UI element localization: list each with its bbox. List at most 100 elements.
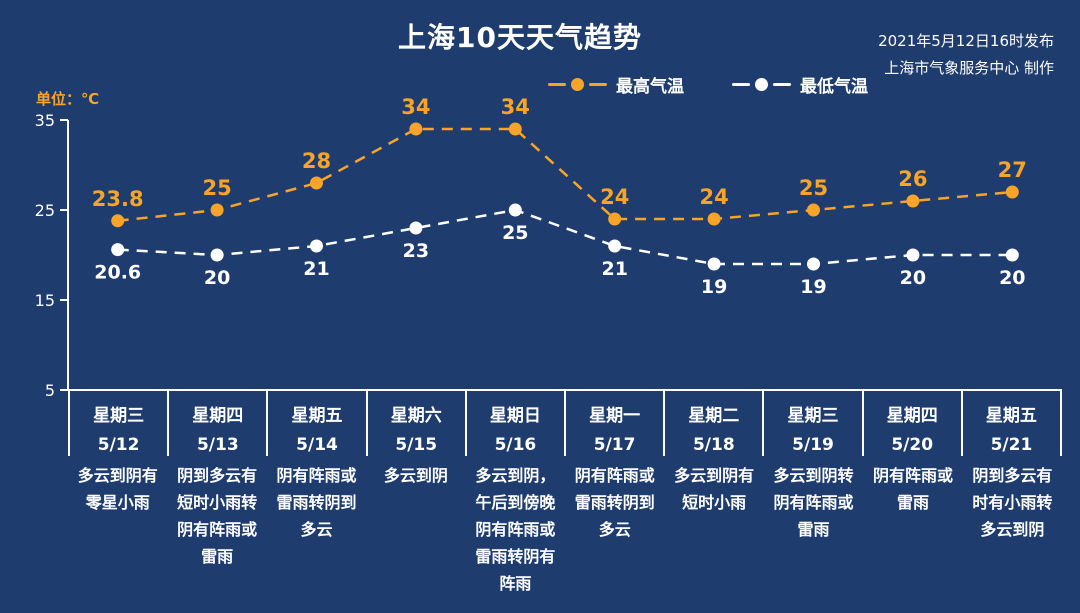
max-temp-point	[1005, 185, 1019, 199]
max-temp-value: 25	[202, 176, 231, 200]
date-label: 5/13	[196, 435, 239, 455]
min-temp-point	[906, 248, 920, 262]
day-column: 星期五 5/21	[960, 390, 1063, 456]
issue-source: 上海市气象服务中心 制作	[884, 59, 1054, 77]
legend-dash-icon	[732, 83, 750, 86]
weather-column: 多云到阴有短时小雨	[664, 462, 763, 597]
weather-description: 多云到阴有零星小雨	[77, 466, 158, 512]
legend-dot-icon	[755, 78, 768, 91]
max-temp-point	[508, 122, 522, 136]
min-temp-point	[210, 248, 224, 262]
max-temp-point	[608, 212, 622, 226]
y-tick-label: 5	[45, 381, 55, 400]
min-temp-value: 20	[999, 267, 1025, 289]
legend-dash-icon	[773, 83, 791, 86]
min-temp-value: 20	[900, 267, 926, 289]
weather-column: 阴到多云有时有小雨转多云到阴	[963, 462, 1062, 597]
weather-description: 多云到阴转阴有阵雨或雷雨	[773, 466, 854, 539]
min-temp-value: 25	[502, 222, 528, 244]
weather-column: 阴有阵雨或雷雨	[863, 462, 962, 597]
y-tick-label: 35	[35, 111, 55, 130]
weather-description: 多云到阴，午后到傍晚阴有阵雨或雷雨转阴有阵雨	[475, 466, 556, 593]
max-temp-point	[807, 203, 820, 217]
weather-description: 阴到多云有短时小雨转阴有阵雨或雷雨	[177, 466, 258, 566]
legend-item-min-temp: 最低气温	[732, 72, 868, 97]
min-temp-value: 21	[601, 258, 627, 280]
date-label: 5/18	[692, 435, 735, 455]
legend-item-max-temp: 最高气温	[548, 72, 684, 97]
max-temp-value: 27	[998, 158, 1027, 182]
weather-description: 多云到阴	[383, 466, 448, 485]
max-temp-value: 23.8	[92, 187, 144, 211]
max-temp-point	[409, 122, 423, 136]
weather-column: 多云到阴	[366, 462, 465, 597]
min-temp-point	[608, 239, 622, 253]
max-temp-point	[707, 212, 721, 226]
day-column: 星期五 5/14	[266, 390, 365, 456]
day-column: 星期三 5/12	[68, 390, 167, 456]
date-label: 5/21	[990, 435, 1033, 455]
date-label: 5/17	[593, 435, 636, 455]
weekday-label: 星期二	[688, 406, 740, 426]
date-label: 5/12	[97, 435, 140, 455]
min-temp-point	[707, 257, 721, 271]
max-temp-point	[111, 214, 125, 228]
weather-description: 阴到多云有时有小雨转多云到阴	[972, 466, 1053, 539]
date-label: 5/20	[891, 435, 934, 455]
day-axis: 星期三 5/12 星期四 5/13 星期五 5/14 星期六 5/15 星期日 5/16 星期一 5/…	[68, 390, 1063, 456]
max-temp-value: 28	[302, 149, 331, 173]
issue-time: 2021年5月12日16时发布	[878, 32, 1054, 50]
weather-column: 多云到阴转阴有阵雨或雷雨	[764, 462, 863, 597]
min-temp-point	[1005, 248, 1019, 262]
date-label: 5/14	[296, 435, 338, 455]
min-temp-point	[409, 221, 423, 235]
min-temp-point	[508, 203, 522, 217]
max-temp-value: 25	[799, 176, 828, 200]
day-column: 星期六 5/15	[365, 390, 465, 456]
weather-column: 阴有阵雨或雷雨转阴到多云	[267, 462, 366, 597]
weekday-label: 星期三	[787, 406, 839, 426]
min-temp-line	[117, 208, 1013, 266]
min-temp-value: 20.6	[94, 262, 141, 284]
weather-description: 阴有阵雨或雷雨转阴到多云	[574, 466, 655, 539]
weekday-label: 星期四	[886, 406, 938, 426]
weather-description: 阴有阵雨或雷雨转阴到多云	[276, 466, 357, 539]
weather-descriptions: 多云到阴有零星小雨 阴到多云有短时小雨转阴有阵雨或雷雨 阴有阵雨或雷雨转阴到多云 多云…	[68, 462, 1062, 597]
min-temp-point	[111, 243, 125, 257]
day-column: 星期四 5/20	[861, 390, 961, 456]
temperature-line-chart: 35 25 15 5 23.8 25 28 34 34 24 24 25 26 27 20.6 20 21 23 2…	[35, 95, 1062, 400]
legend-dot-icon	[571, 78, 584, 91]
day-column: 星期四 5/13	[167, 390, 266, 456]
issue-info: 2021年5月12日16时发布 上海市气象服务中心 制作	[878, 28, 1054, 82]
max-temp-swatch-icon	[548, 78, 607, 91]
max-temp-value: 34	[401, 95, 430, 119]
y-tick-label: 15	[35, 291, 55, 310]
max-temp-point	[210, 203, 224, 217]
min-temp-swatch-icon	[732, 78, 791, 91]
day-column: 星期日 5/16	[464, 390, 564, 456]
min-temp-value: 23	[403, 240, 429, 262]
min-temp-value: 19	[800, 276, 826, 298]
max-temp-point	[310, 176, 323, 190]
min-temp-value: 21	[303, 258, 329, 280]
y-tick-label: 25	[35, 201, 55, 220]
min-temp-point	[807, 257, 820, 271]
weather-description: 多云到阴有短时小雨	[674, 466, 755, 512]
date-label: 5/19	[792, 435, 834, 455]
weekday-label: 星期六	[390, 406, 442, 426]
date-label: 5/15	[395, 435, 438, 455]
day-column: 星期三 5/19	[762, 390, 861, 456]
weekday-label: 星期五	[291, 406, 343, 426]
weather-column: 阴有阵雨或雷雨转阴到多云	[565, 462, 664, 597]
legend-label-min-temp: 最低气温	[800, 77, 868, 97]
date-label: 5/16	[494, 435, 537, 455]
page-title: 上海10天天气趋势	[398, 21, 642, 54]
weather-column: 多云到阴，午后到傍晚阴有阵雨或雷雨转阴有阵雨	[466, 462, 565, 597]
weather-column: 多云到阴有零星小雨	[68, 462, 167, 597]
legend-dash-icon	[589, 83, 607, 86]
weekday-label: 星期四	[192, 406, 244, 426]
weekday-label: 星期一	[589, 406, 641, 426]
max-temp-line	[117, 127, 1013, 223]
max-temp-value: 24	[699, 185, 728, 209]
